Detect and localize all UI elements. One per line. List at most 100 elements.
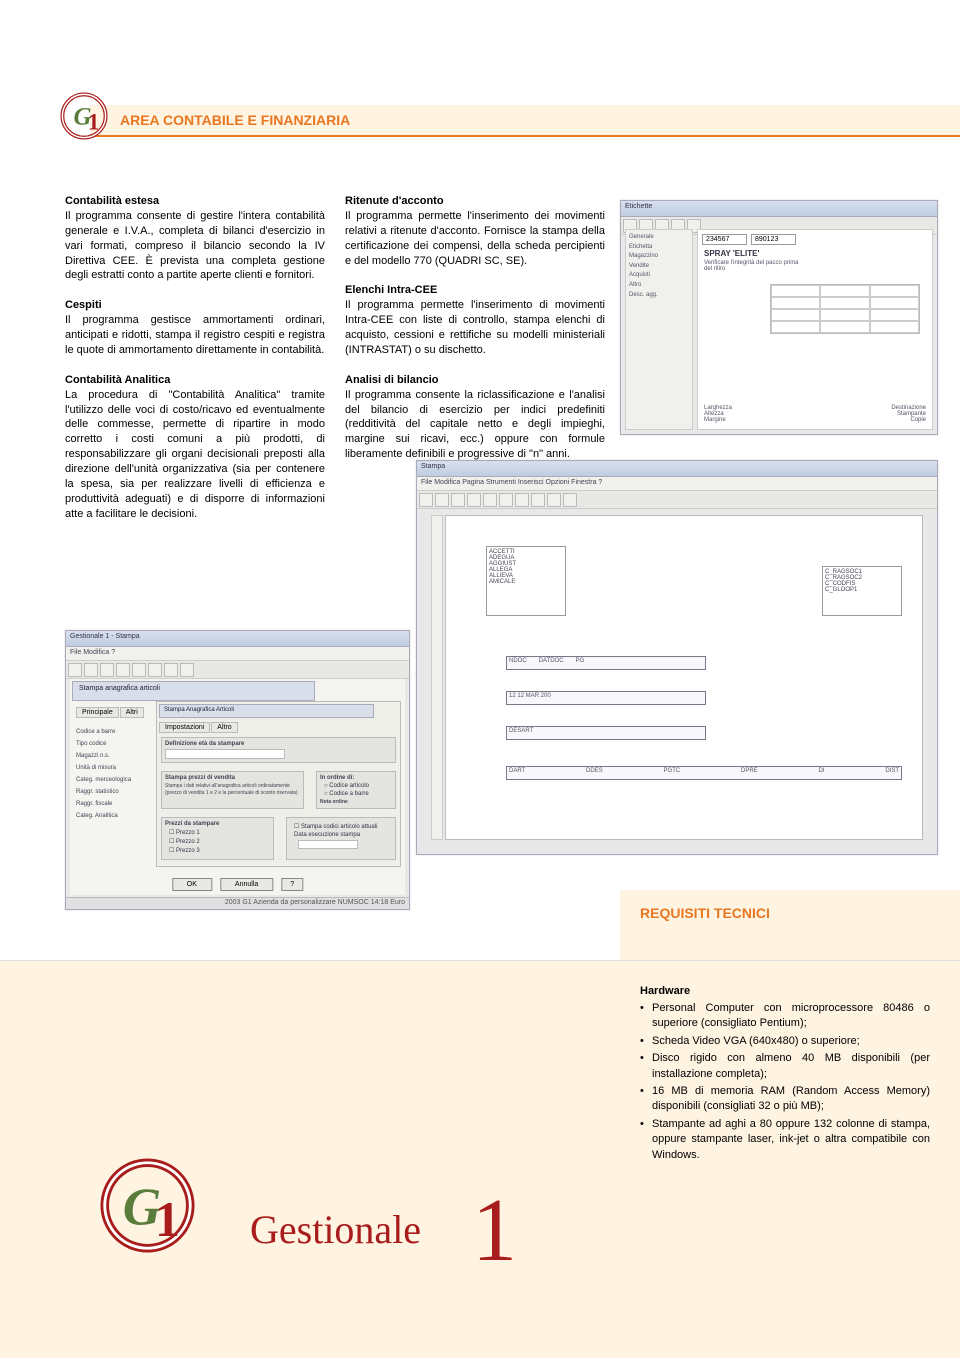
combobox[interactable] <box>165 749 285 759</box>
tab[interactable]: Altro <box>211 722 237 733</box>
field-list-right[interactable]: C_RAGSOC1 C_RAGSOC2 C_CODFIS C_GLOOP1 <box>822 566 902 616</box>
radio-option[interactable]: ○ Codice articolo <box>324 783 388 789</box>
toolbar-button[interactable] <box>419 493 433 507</box>
radio-option[interactable]: ○ Codice a barre <box>324 791 388 797</box>
section-contabilita-estesa: Contabilità estesa Il programma consente… <box>65 195 325 283</box>
dialog-buttons: OK Annulla ? <box>172 878 303 891</box>
list-item[interactable]: AMICALE <box>489 579 563 585</box>
checkbox[interactable]: Data esecuzione stampa <box>294 832 388 838</box>
checkbox[interactable]: ☐ Prezzo 3 <box>169 847 266 854</box>
field-label: DDES <box>586 768 603 778</box>
logo-top: G 1 <box>60 92 108 140</box>
toolbar-button[interactable] <box>148 663 162 677</box>
window-titlebar: Etichette <box>621 201 937 217</box>
side-item[interactable]: Altro <box>629 281 689 291</box>
requirements-subtitle: Hardware <box>640 985 930 997</box>
field-list-left[interactable]: ACCETTI ADEGUA AGGIUST ALLEGA ALLIEVA AM… <box>486 546 566 616</box>
screenshot-print-dialog: Gestionale 1 - Stampa File Modifica ? St… <box>65 630 410 910</box>
section-cespiti: Cespiti Il programma gestisce ammortamen… <box>65 299 325 358</box>
group-prezzi: Stampa prezzi di vendita Stampa i dati r… <box>161 771 304 809</box>
field-block[interactable]: 12 12 MAR 200 <box>506 691 706 705</box>
side-item[interactable]: Desc. agg. <box>629 291 689 301</box>
toolbar-button[interactable] <box>435 493 449 507</box>
cancel-button[interactable]: Annulla <box>220 878 273 891</box>
window-menubar[interactable]: File Modifica ? <box>66 647 409 661</box>
field-label: DPRE <box>741 768 758 778</box>
form-label: Codice a barre <box>76 729 150 735</box>
requirements-list: Personal Computer con microprocessore 80… <box>640 1001 930 1163</box>
dialog-title-banner: Stampa anagrafica articoli <box>72 681 315 701</box>
page: G 1 AREA CONTABILE E FINANZIARIA Contabi… <box>0 0 960 1358</box>
toolbar-button[interactable] <box>84 663 98 677</box>
toolbar-button[interactable] <box>164 663 178 677</box>
section-title: Ritenute d'acconto <box>345 195 605 207</box>
side-list: Generale Etichetta Magazzino Vendite Acq… <box>629 233 689 300</box>
side-item[interactable]: Magazzino <box>629 252 689 262</box>
field-block[interactable]: DART DDES PGTC DPRE DI DIST <box>506 766 902 780</box>
list-item[interactable]: C_GLOOP1 <box>825 587 899 593</box>
checkbox[interactable]: ☐ Prezzo 2 <box>169 838 266 845</box>
toolbar-button[interactable] <box>180 663 194 677</box>
form-labels: Codice a barre Tipo codice Magazzi n.s. … <box>74 723 152 867</box>
toolbar-button[interactable] <box>499 493 513 507</box>
toolbar-button[interactable] <box>531 493 545 507</box>
toolbar-button[interactable] <box>68 663 82 677</box>
form-label: Raggr. fiscale <box>76 801 150 807</box>
form-label: Tipo codice <box>76 741 150 747</box>
side-item[interactable]: Etichetta <box>629 243 689 253</box>
field-label: DATDOC <box>539 658 564 668</box>
divider <box>0 960 960 961</box>
window-titlebar: Stampa <box>417 461 937 477</box>
window-menubar[interactable]: File Modifica Pagina Strumenti Inserisci… <box>417 477 937 491</box>
section-title: Elenchi Intra-CEE <box>345 284 605 296</box>
toolbar-button[interactable] <box>515 493 529 507</box>
ok-button[interactable]: OK <box>172 878 212 891</box>
help-button[interactable]: ? <box>281 878 303 891</box>
field-label: NDOC <box>509 658 527 668</box>
toolbar-button[interactable] <box>483 493 497 507</box>
section-ritenute: Ritenute d'acconto Il programma permette… <box>345 195 605 268</box>
window-titlebar: Gestionale 1 - Stampa <box>66 631 409 647</box>
checkbox[interactable]: ☐ Prezzo 1 <box>169 829 266 836</box>
field-value[interactable]: 234567 <box>702 234 747 245</box>
list-item: Scheda Video VGA (640x480) o superiore; <box>640 1034 930 1049</box>
toolbar-button[interactable] <box>563 493 577 507</box>
section-body: Il programma permette l'inserimento dei … <box>345 209 605 268</box>
field-block[interactable]: NDOC DATDOC PG <box>506 656 706 670</box>
field-value[interactable]: 890123 <box>751 234 796 245</box>
section-title: Analisi di bilancio <box>345 374 605 386</box>
section-body: Il programma consente la riclassificazio… <box>345 388 605 462</box>
bottom-labels: Larghezza Altezza Margine <box>704 405 732 423</box>
side-item[interactable]: Generale <box>629 233 689 243</box>
window-toolbar <box>417 491 937 509</box>
tab[interactable]: Impostazioni <box>159 722 210 733</box>
field-label: DI <box>819 768 825 778</box>
side-item[interactable]: Vendite <box>629 262 689 272</box>
toolbar-button[interactable] <box>100 663 114 677</box>
toolbar-button[interactable] <box>132 663 146 677</box>
side-item[interactable]: Acquisti <box>629 271 689 281</box>
checkbox[interactable]: ☐ Stampa codici articolo attuali <box>294 823 388 830</box>
tab[interactable]: Altri <box>120 707 144 718</box>
section-body: Il programma gestisce ammortamenti ordin… <box>65 313 325 358</box>
toolbar-button[interactable] <box>467 493 481 507</box>
toolbar-button[interactable] <box>116 663 130 677</box>
group-title: Prezzi da stampare <box>165 821 270 827</box>
field-label: DART <box>509 768 525 778</box>
toolbar-button[interactable] <box>451 493 465 507</box>
section-intracee: Elenchi Intra-CEE Il programma permette … <box>345 284 605 357</box>
side-panel: Generale Etichetta Magazzino Vendite Acq… <box>625 229 693 430</box>
field-block[interactable]: DESART <box>506 726 706 740</box>
requirements-title: REQUISITI TECNICI <box>640 905 770 921</box>
toolbar-button[interactable] <box>547 493 561 507</box>
tab[interactable]: Principale <box>76 707 119 718</box>
g1-logo-icon: G 1 <box>60 92 108 140</box>
date-input[interactable] <box>298 840 358 849</box>
group-prezzi-stampa: Prezzi da stampare ☐ Prezzo 1 ☐ Prezzo 2… <box>161 817 274 860</box>
field-value: 12 12 MAR 200 <box>509 693 551 699</box>
list-item: Disco rigido con almeno 40 MB disponibil… <box>640 1051 930 1082</box>
design-canvas[interactable]: ACCETTI ADEGUA AGGIUST ALLEGA ALLIEVA AM… <box>445 515 923 840</box>
tab-strip-left: Principale Altri <box>76 707 145 718</box>
screenshot-label-designer: Etichette Generale Etichetta Magazzino V… <box>620 200 938 435</box>
list-item: Stampante ad aghi a 80 oppure 132 colonn… <box>640 1117 930 1163</box>
